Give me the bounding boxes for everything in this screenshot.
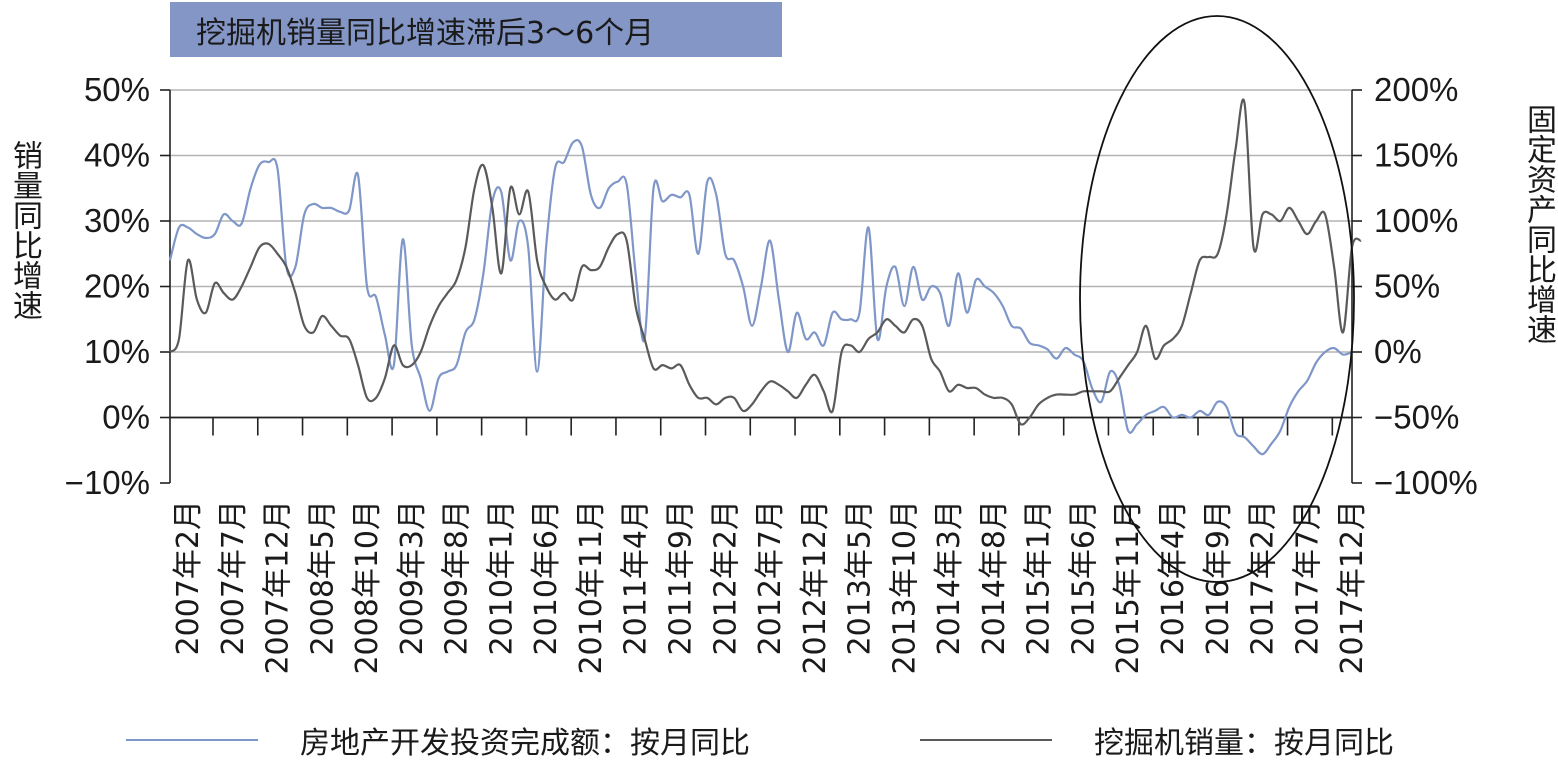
left-axis-ticks: 50% 40% 30% 20% 10% 0% −10% xyxy=(65,71,170,501)
x-tick-label: 2011年9月 xyxy=(664,500,699,655)
x-tick-label: 2014年3月 xyxy=(932,500,967,655)
gridlines xyxy=(170,89,1352,419)
x-tick-label: 2015年11月 xyxy=(1111,500,1146,675)
right-tick-label: 200% xyxy=(1374,71,1458,108)
x-tick-label: 2014年8月 xyxy=(977,500,1012,655)
x-tick-label: 2010年11月 xyxy=(574,500,609,675)
x-tick-label: 2015年6月 xyxy=(1066,500,1101,655)
series-line-excavator xyxy=(169,98,1363,426)
legend-swatch-investment xyxy=(126,739,258,741)
x-tick-label: 2008年10月 xyxy=(350,500,385,675)
x-tick-label: 2015年1月 xyxy=(1022,500,1057,655)
right-axis-label: 固定资产同比增速 xyxy=(1521,104,1556,344)
x-tick-label: 2007年7月 xyxy=(216,500,251,655)
left-tick-label: −10% xyxy=(65,464,150,501)
right-tick-label: 150% xyxy=(1374,137,1458,174)
x-tick-label: 2010年1月 xyxy=(484,500,519,655)
right-tick-label: 100% xyxy=(1374,202,1458,239)
x-tick-label: 2008年5月 xyxy=(305,500,340,655)
legend-label-excavator: 挖掘机销量：按月同比 xyxy=(1094,726,1394,761)
x-tick-label: 2017年12月 xyxy=(1335,500,1370,675)
x-tick-label: 2009年8月 xyxy=(440,500,475,655)
x-tick-label: 2012年7月 xyxy=(753,500,788,655)
left-tick-label: 20% xyxy=(84,268,150,305)
left-tick-label: 30% xyxy=(84,202,150,239)
chart-title: 挖掘机销量同比增速滞后3～6个月 xyxy=(196,15,655,51)
x-tick-label: 2016年4月 xyxy=(1156,500,1191,655)
x-tick-label: 2009年3月 xyxy=(395,500,430,655)
legend-swatch-excavator xyxy=(920,739,1052,741)
x-tick-label: 2012年2月 xyxy=(708,500,743,655)
right-tick-label: 0% xyxy=(1374,333,1422,370)
left-tick-label: 40% xyxy=(84,137,150,174)
legend-item-excavator: 挖掘机销量：按月同比 xyxy=(920,718,1394,762)
annotation-layer xyxy=(1079,15,1355,583)
right-tick-label: −50% xyxy=(1374,399,1459,436)
x-tick-label: 2011年4月 xyxy=(619,500,654,655)
x-tick-label: 2007年12月 xyxy=(261,500,296,675)
left-tick-label: 50% xyxy=(84,71,150,108)
right-tick-label: 50% xyxy=(1374,268,1440,305)
series-lines xyxy=(168,98,1363,456)
x-tick-label: 2012年12月 xyxy=(798,500,833,675)
x-axis-ticks: 2007年2月 2007年7月 2007年12月 2008年5月 2008年10月 200… xyxy=(171,417,1370,675)
legend-label-investment: 房地产开发投资完成额：按月同比 xyxy=(300,726,750,761)
x-tick-label: 2007年2月 xyxy=(171,500,206,655)
right-axis-ticks: 200% 150% 100% 50% 0% −50% −100% xyxy=(1352,71,1478,501)
x-tick-label: 2013年5月 xyxy=(843,500,878,655)
x-tick-label: 2010年6月 xyxy=(529,500,564,655)
x-tick-label: 2017年7月 xyxy=(1290,500,1325,655)
left-axis-label: 销量同比增速 xyxy=(7,140,42,320)
legend-item-investment: 房地产开发投资完成额：按月同比 xyxy=(126,718,750,762)
left-tick-label: 10% xyxy=(84,333,150,370)
x-tick-label: 2016年9月 xyxy=(1201,500,1236,655)
x-tick-label: 2017年2月 xyxy=(1246,500,1281,655)
chart-title-box: 挖掘机销量同比增速滞后3～6个月 xyxy=(170,2,782,57)
x-tick-label: 2013年10月 xyxy=(887,500,922,675)
series-line-investment xyxy=(168,139,1353,456)
highlight-ellipse xyxy=(1079,15,1355,583)
left-tick-label: 0% xyxy=(102,399,150,436)
right-tick-label: −100% xyxy=(1374,464,1478,501)
